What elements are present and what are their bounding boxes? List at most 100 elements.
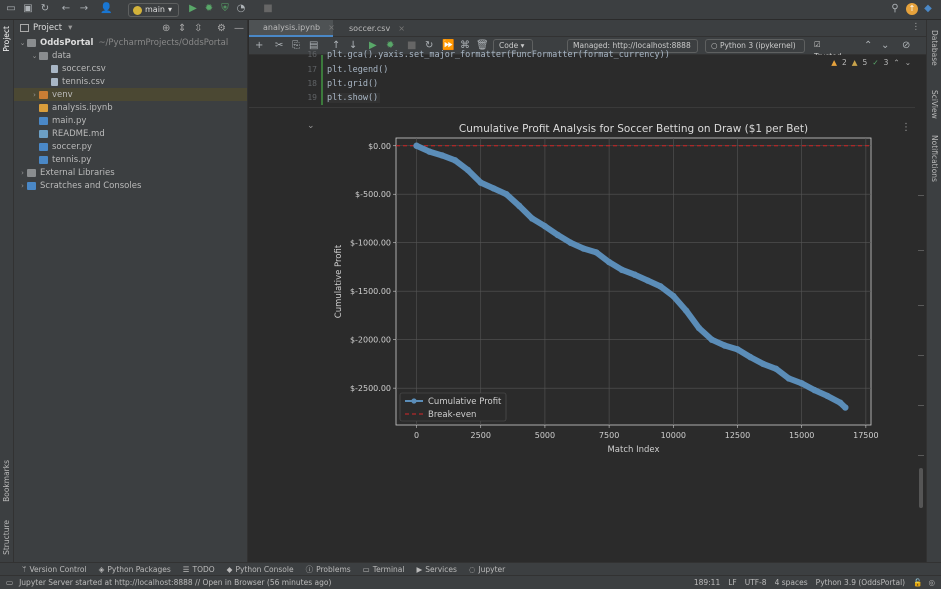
tree-item[interactable]: soccer.csv <box>14 62 247 75</box>
globe-icon[interactable]: ⊘ <box>902 40 911 51</box>
branch-selector[interactable]: main ▾ <box>128 3 180 17</box>
expand-all-icon[interactable]: ⇕ <box>178 22 187 34</box>
tree-item[interactable]: tennis.csv <box>14 75 247 88</box>
stop-icon[interactable]: ■ <box>263 3 273 14</box>
chevron-down-icon[interactable]: ▾ <box>68 23 73 33</box>
editor-scrollbar[interactable] <box>915 55 926 562</box>
structure-tool-tab[interactable]: Structure <box>2 520 11 555</box>
tree-item[interactable]: › External Libraries <box>14 166 247 179</box>
run-cell-icon[interactable]: ▶ <box>369 40 377 51</box>
tree-item[interactable]: ⌄ OddsPortal ~/PycharmProjects/OddsPortal <box>14 36 247 49</box>
locate-icon[interactable]: ⊕ <box>162 22 171 34</box>
scroll-thumb[interactable] <box>919 468 923 508</box>
tree-item[interactable]: analysis.ipynb <box>14 101 247 114</box>
debug-cell-icon[interactable]: ✹ <box>386 40 395 51</box>
open-folder-icon[interactable]: ▭ <box>6 3 16 14</box>
tree-item[interactable]: README.md <box>14 127 247 140</box>
close-icon[interactable]: × <box>398 24 405 33</box>
todo-tab[interactable]: ☰ TODO <box>183 565 215 574</box>
tree-item[interactable]: ⌄ data <box>14 49 247 62</box>
chevron-down-icon[interactable]: ⌄ <box>19 38 26 47</box>
line-separator[interactable]: LF <box>728 578 737 587</box>
kernel-dropdown[interactable]: ○ Python 3 (ipykernel) ▾ <box>705 39 805 62</box>
collapse-output-icon[interactable]: ⌄ <box>307 121 315 131</box>
restart-kernel-icon[interactable]: ↻ <box>425 40 434 51</box>
coverage-icon[interactable]: ⛨ <box>221 3 229 14</box>
tab-analysis-ipynb[interactable]: analysis.ipynb × <box>249 20 335 37</box>
more-tabs-icon[interactable]: ⋮ <box>911 22 921 32</box>
problems-tab[interactable]: ⓘ Problems <box>306 564 351 575</box>
move-up-icon[interactable]: ↑ <box>332 40 341 51</box>
back-arrow-icon[interactable]: ← <box>61 3 71 14</box>
inspection-widget[interactable]: ▲ 2 ▲ 5 ✓ 3 ⌃ ⌄ <box>831 58 911 67</box>
move-down-icon[interactable]: ↓ <box>349 40 358 51</box>
close-icon[interactable]: × <box>328 23 335 32</box>
sync-icon[interactable]: ↻ <box>40 3 50 14</box>
caret-position[interactable]: 189:11 <box>693 578 721 587</box>
data-point <box>772 365 780 372</box>
status-message[interactable]: Jupyter Server started at http://localho… <box>19 578 332 587</box>
code-line[interactable]: plt.legend() <box>327 65 389 75</box>
notifications-tool-tab[interactable]: Notifications <box>930 135 939 182</box>
code-line[interactable]: plt.show() <box>327 93 381 103</box>
trusted-indicator[interactable]: ☑ Trusted <box>809 39 855 61</box>
forward-arrow-icon[interactable]: → <box>79 3 89 14</box>
tree-item[interactable]: tennis.py <box>14 153 247 166</box>
interpreter[interactable]: Python 3.9 (OddsPortal) <box>815 578 906 587</box>
version-control-tab[interactable]: ᛘ Version Control <box>22 565 87 574</box>
add-cell-icon[interactable]: + <box>255 40 264 51</box>
bookmarks-tool-tab[interactable]: Bookmarks <box>2 460 11 502</box>
tree-item[interactable]: › venv <box>14 88 247 101</box>
chevron-right-icon[interactable]: › <box>21 168 24 177</box>
chevron-right-icon[interactable]: › <box>33 90 36 99</box>
debug-icon[interactable]: ✹ <box>204 3 214 14</box>
code-line[interactable]: plt.grid() <box>327 79 379 89</box>
indent-setting[interactable]: 4 spaces <box>774 578 808 587</box>
chevron-right-icon[interactable]: › <box>21 181 24 190</box>
run-all-icon[interactable]: ⏩ <box>442 40 455 51</box>
services-tab[interactable]: ▶ Services <box>416 565 456 574</box>
clear-outputs-icon[interactable]: ⌘ <box>460 40 470 51</box>
project-title[interactable]: Project <box>33 23 63 33</box>
project-tool-tab[interactable]: Project <box>2 26 11 52</box>
code-line[interactable]: plt.gca().yaxis.set_major_formatter(Func… <box>327 50 670 60</box>
cell-type-dropdown[interactable]: Code ▾ <box>493 39 533 53</box>
interrupt-icon[interactable]: ■ <box>407 40 417 51</box>
paste-icon[interactable]: ▤ <box>309 40 319 51</box>
sciview-tool-tab[interactable]: SciView <box>930 90 939 119</box>
notebook-editor[interactable]: 16 17 18 19 plt.gca().yaxis.set_major_fo… <box>249 50 915 562</box>
copy-icon[interactable]: ⎘ <box>292 40 300 51</box>
search-icon[interactable]: ⚲ <box>891 3 899 14</box>
profile-icon[interactable]: ◔ <box>236 3 246 14</box>
user-icon[interactable]: 👤 <box>100 3 113 14</box>
file-encoding[interactable]: UTF-8 <box>744 578 767 587</box>
jupyter-tab[interactable]: ◌ Jupyter <box>469 565 505 574</box>
tree-item[interactable]: soccer.py <box>14 140 247 153</box>
markdown-file-icon <box>39 129 48 138</box>
cut-icon[interactable]: ✂ <box>275 40 284 51</box>
notifications-icon[interactable]: ◎ <box>928 578 935 587</box>
python-console-tab[interactable]: ◆ Python Console <box>227 565 294 574</box>
tree-item[interactable]: main.py <box>14 114 247 127</box>
database-tool-tab[interactable]: Database <box>930 30 939 66</box>
update-icon[interactable]: ↑ <box>906 3 918 15</box>
delete-icon[interactable]: 🗑 <box>476 40 489 51</box>
collapse-all-icon[interactable]: ⇳ <box>194 22 203 34</box>
chart-title: Cumulative Profit Analysis for Soccer Be… <box>459 123 808 135</box>
gear-icon[interactable]: ⚙ <box>217 22 226 34</box>
python-packages-tab[interactable]: ◈ Python Packages <box>99 565 171 574</box>
lock-icon[interactable]: 🔓 <box>913 578 923 587</box>
jetbrains-icon[interactable]: ◆ <box>924 3 932 14</box>
hide-icon[interactable]: — <box>234 22 244 34</box>
status-toggle-icon[interactable]: ▭ <box>6 578 14 587</box>
chevron-up-icon[interactable]: ⌃ <box>864 40 873 51</box>
tab-soccer-csv[interactable]: soccer.csv × <box>335 20 407 37</box>
chevron-down-icon[interactable]: ⌄ <box>881 40 890 51</box>
output-menu-icon[interactable]: ⋮ <box>901 122 911 133</box>
tree-item[interactable]: › Scratches and Consoles <box>14 179 247 192</box>
terminal-tab[interactable]: ▭ Terminal <box>363 565 405 574</box>
chevron-down-icon[interactable]: ⌄ <box>31 51 38 60</box>
save-icon[interactable]: ▣ <box>23 3 33 14</box>
run-icon[interactable]: ▶ <box>189 3 197 14</box>
kernel-value: Python 3 (ipykernel) <box>719 41 796 50</box>
